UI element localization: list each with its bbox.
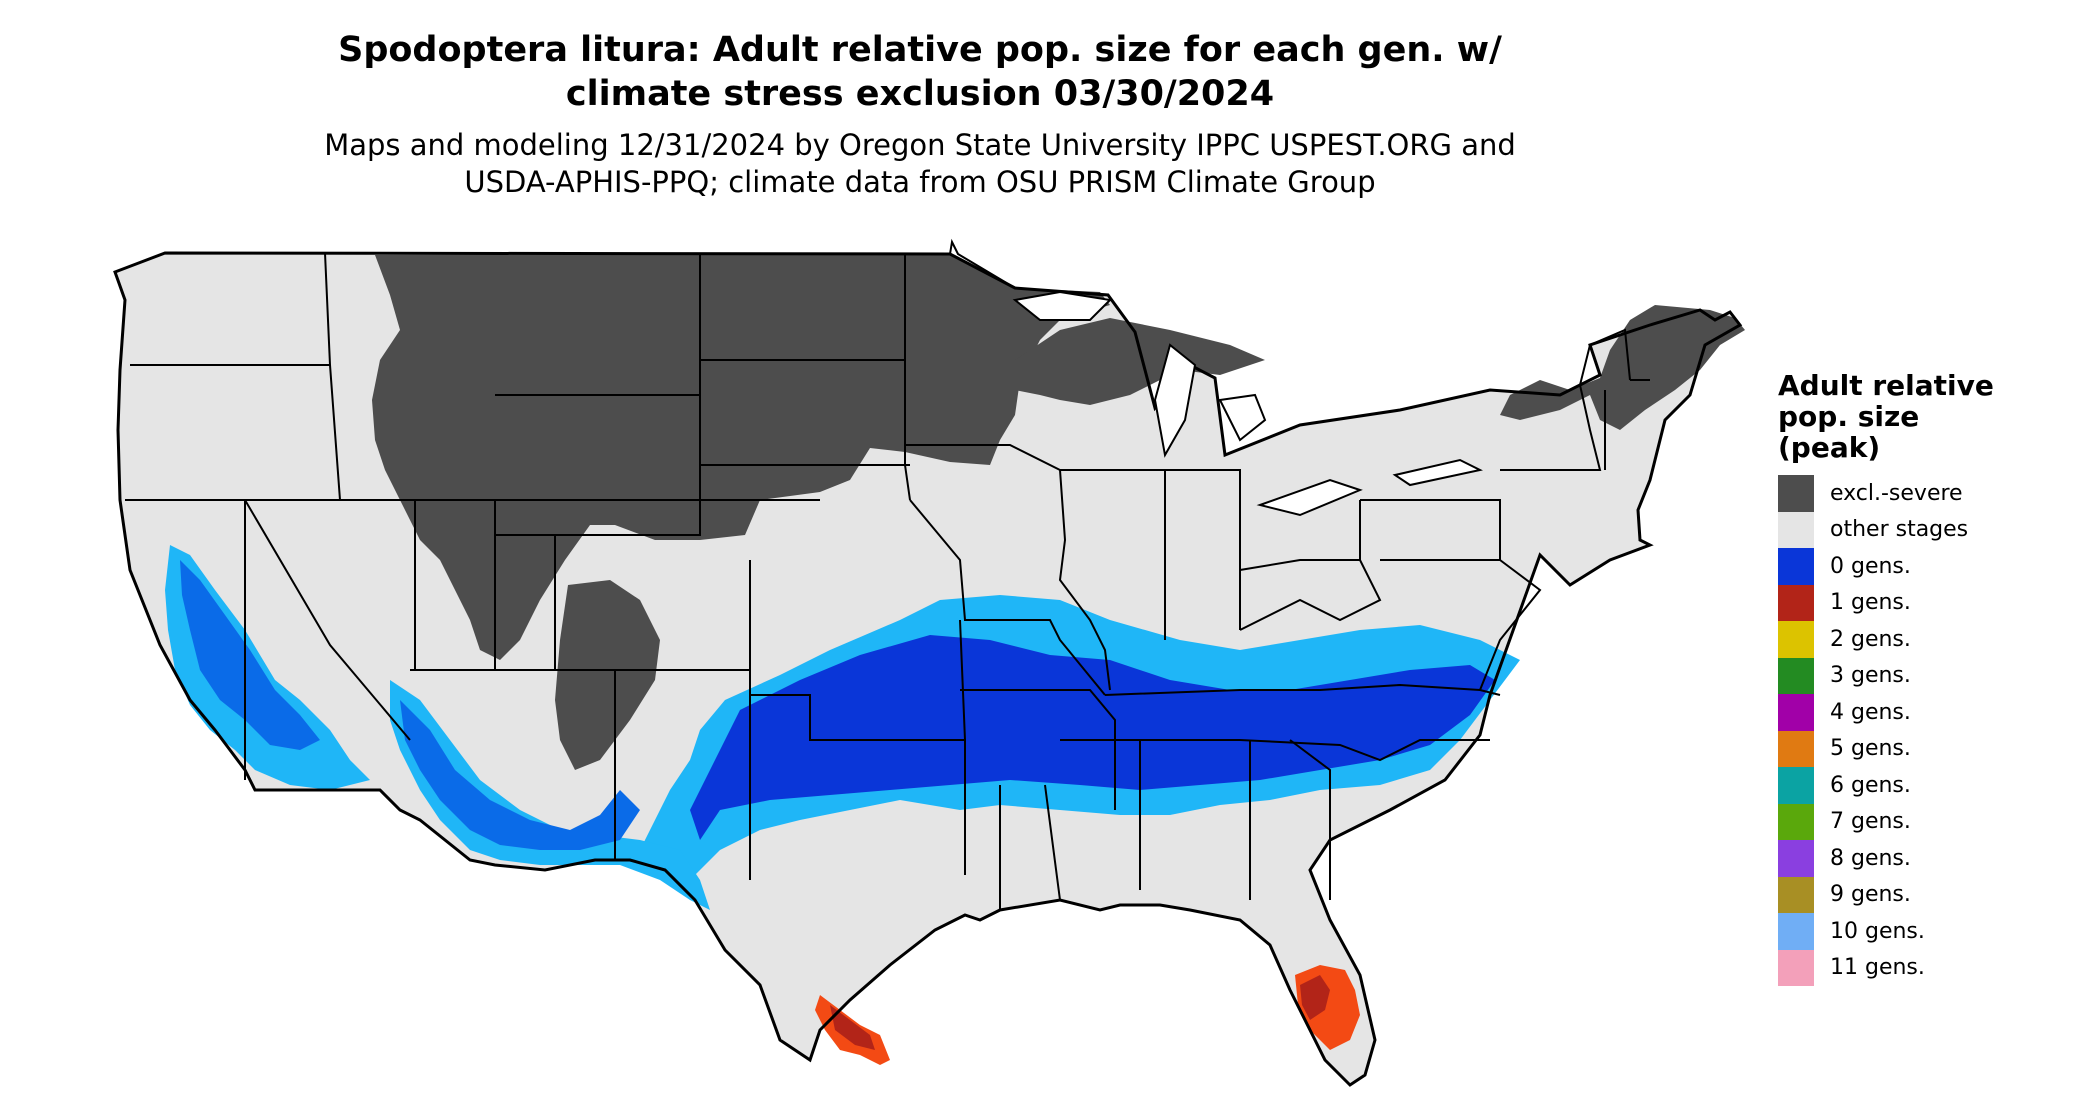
map-subtitle-line-1: Maps and modeling 12/31/2024 by Oregon S… [324, 128, 1516, 162]
arizona-nm-deep [400, 700, 640, 850]
legend-swatch [1778, 803, 1814, 840]
map-title-line-1: Spodoptera litura: Adult relative pop. s… [338, 30, 1502, 70]
legend-label: 2 gens. [1830, 626, 1911, 652]
legend-item: other stages [1778, 511, 2078, 548]
legend-swatch [1778, 657, 1814, 694]
legend-item: 8 gens. [1778, 840, 2078, 877]
legend-item: 2 gens. [1778, 621, 2078, 658]
legend-swatch [1778, 840, 1814, 877]
arizona-nm-light [390, 680, 710, 910]
legend-label: 1 gens. [1830, 590, 1911, 616]
legend-swatch [1778, 949, 1814, 986]
legend-item: 3 gens. [1778, 657, 2078, 694]
one-gen-regions [815, 965, 1360, 1065]
legend-label: 11 gens. [1830, 955, 1925, 981]
south-texas-core [830, 1005, 875, 1050]
legend-swatch [1778, 621, 1814, 658]
legend-item: 6 gens. [1778, 767, 2078, 804]
legend-swatch [1778, 876, 1814, 913]
legend-swatch [1778, 694, 1814, 731]
state-borders [125, 238, 1650, 910]
legend-swatch [1778, 584, 1814, 621]
legend: Adult relative pop. size (peak) excl.-se… [1778, 370, 2078, 986]
excluded-severe-regions [372, 254, 1745, 770]
legend-items: excl.-severe other stages 0 gens. 1 gens. 2 … [1778, 475, 2078, 986]
legend-label: 9 gens. [1830, 882, 1911, 908]
legend-label: 5 gens. [1830, 736, 1911, 762]
legend-label: 7 gens. [1830, 809, 1911, 835]
legend-title-line: pop. size [1778, 400, 1920, 433]
conus-outline [113, 251, 1743, 1087]
legend-item: 10 gens. [1778, 913, 2078, 950]
zero-gens-regions [165, 545, 1520, 910]
legend-item: 0 gens. [1778, 548, 2078, 585]
legend-swatch [1778, 475, 1814, 512]
legend-item: 11 gens. [1778, 949, 2078, 986]
legend-item: 4 gens. [1778, 694, 2078, 731]
legend-swatch [1778, 730, 1814, 767]
map-subtitle-line-2: USDA-APHIS-PPQ; climate data from OSU PR… [464, 165, 1376, 199]
legend-item: 9 gens. [1778, 876, 2078, 913]
legend-label: 8 gens. [1830, 845, 1911, 871]
legend-label: 0 gens. [1830, 553, 1911, 579]
south-florida-core [1300, 975, 1330, 1020]
legend-title: Adult relative pop. size (peak) [1778, 370, 2078, 463]
legend-item: 7 gens. [1778, 803, 2078, 840]
legend-label: 4 gens. [1830, 699, 1911, 725]
legend-title-line: Adult relative [1778, 369, 1994, 402]
southern-band-deep [690, 635, 1495, 840]
legend-swatch [1778, 511, 1814, 548]
california-deep [180, 560, 320, 750]
legend-title-line: (peak) [1778, 431, 1881, 464]
legend-label: other stages [1830, 517, 1969, 543]
map-title-line-2: climate stress exclusion 03/30/2024 [565, 74, 1275, 114]
legend-label: 6 gens. [1830, 772, 1911, 798]
legend-item: 1 gens. [1778, 584, 2078, 621]
legend-swatch [1778, 913, 1814, 950]
legend-label: 10 gens. [1830, 918, 1925, 944]
legend-item: excl.-severe [1778, 475, 2078, 512]
legend-item: 5 gens. [1778, 730, 2078, 767]
legend-swatch [1778, 548, 1814, 585]
legend-label: 3 gens. [1830, 663, 1911, 689]
great-lakes [1012, 290, 1483, 517]
legend-label: excl.-severe [1830, 480, 1963, 506]
legend-swatch [1778, 767, 1814, 804]
